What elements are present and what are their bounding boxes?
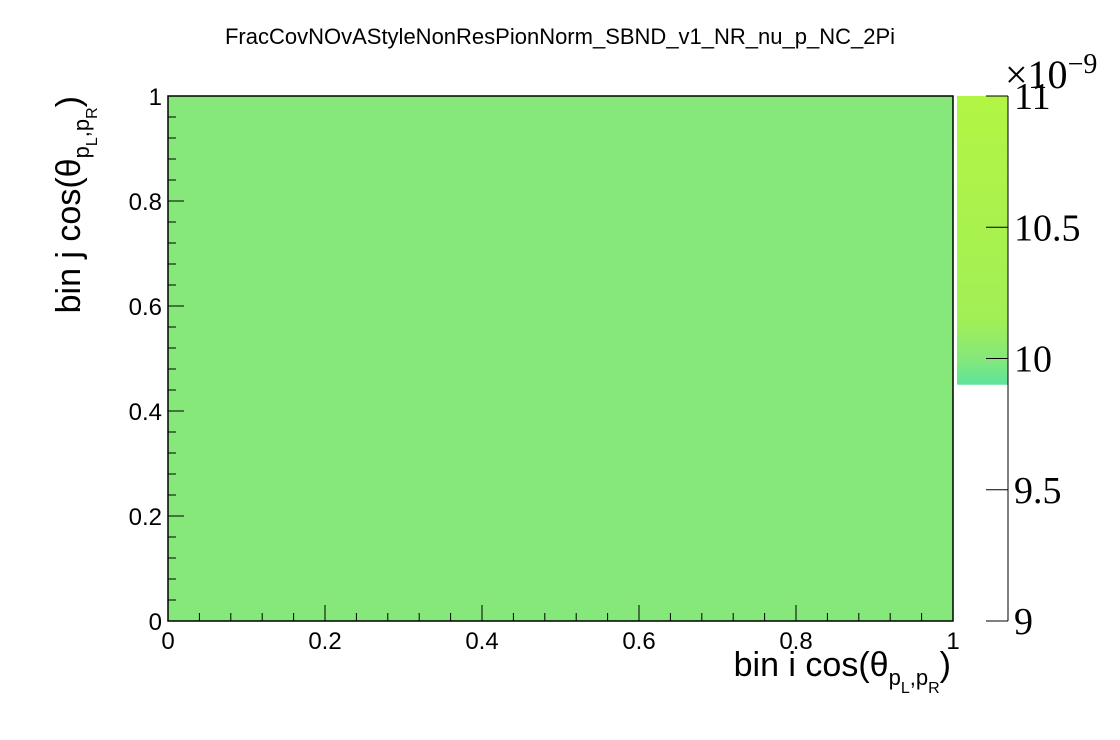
x-axis-label-sub-1-index: L [901, 680, 910, 697]
colorbar-exponent-power: −9 [1068, 49, 1098, 80]
colorbar-tick-label: 9.5 [1014, 470, 1062, 512]
y-axis-label-close: ) [50, 96, 88, 107]
plot-frame [167, 95, 954, 622]
colorbar-axis: 9 9.5 10 10.5 11 [986, 76, 1081, 643]
colorbar: 9 9.5 10 10.5 11 ×10−9 [957, 49, 1097, 643]
y-tick-label: 1 [149, 84, 162, 111]
y-tick-label: 0 [149, 609, 162, 636]
x-axis-label-sub-sep: , [910, 665, 916, 690]
x-tick-label: 1 [946, 628, 959, 655]
y-axis-label-sub-sep: , [69, 131, 94, 137]
x-tick-label: 0.4 [465, 628, 498, 655]
x-axis-label-close: ) [940, 646, 951, 684]
colorbar-tick-label: 10 [1014, 339, 1052, 381]
x-tick-label: 0.6 [622, 628, 655, 655]
y-tick-label: 0.2 [129, 504, 162, 531]
colorbar-exponent-base: ×10 [1005, 52, 1068, 97]
y-axis-label: bin j cos(θpL,pR) [50, 96, 101, 313]
y-axis-label-sub-1-index: L [84, 137, 101, 146]
colorbar-tick-label: 11 [1014, 76, 1051, 118]
x-axis-label-sub-2: p [916, 665, 928, 690]
chart-title: FracCovNOvAStyleNonResPionNorm_SBND_v1_N… [225, 24, 895, 49]
colorbar-tick-label: 10.5 [1014, 207, 1081, 249]
colorbar-fill [957, 96, 1008, 385]
y-tick-label: 0.6 [129, 294, 162, 321]
x-tick-label: 0 [161, 628, 174, 655]
y-axis-label-sub-2: p [69, 119, 94, 131]
colorbar-tick-label: 9 [1014, 601, 1033, 643]
y-axis-label-sub-1: p [69, 146, 94, 158]
x-axis-label-sub-2-index: R [928, 680, 940, 697]
y-axis-label-main: bin j cos(θ [50, 158, 88, 313]
heatmap-cells [168, 96, 953, 621]
plot-area: 0 0.2 0.4 0.6 0.8 1 0 0.2 0.4 0.6 0.8 1 [129, 84, 960, 655]
y-tick-label: 0.8 [129, 189, 162, 216]
x-axis: 0 0.2 0.4 0.6 0.8 1 [161, 605, 960, 655]
y-axis-label-sub-2-index: R [84, 107, 101, 119]
colorbar-exponent: ×10−9 [1005, 49, 1097, 97]
x-tick-label: 0.2 [308, 628, 341, 655]
y-axis: 0 0.2 0.4 0.6 0.8 1 [129, 84, 184, 636]
x-axis-label-sub-1: p [889, 665, 901, 690]
y-tick-label: 0.4 [129, 399, 162, 426]
x-axis-label-main: bin i cos(θ [734, 646, 889, 684]
heatmap-cell [168, 96, 953, 621]
x-tick-label: 0.8 [779, 628, 812, 655]
x-axis-label: bin i cos(θpL,pR) [734, 646, 951, 697]
